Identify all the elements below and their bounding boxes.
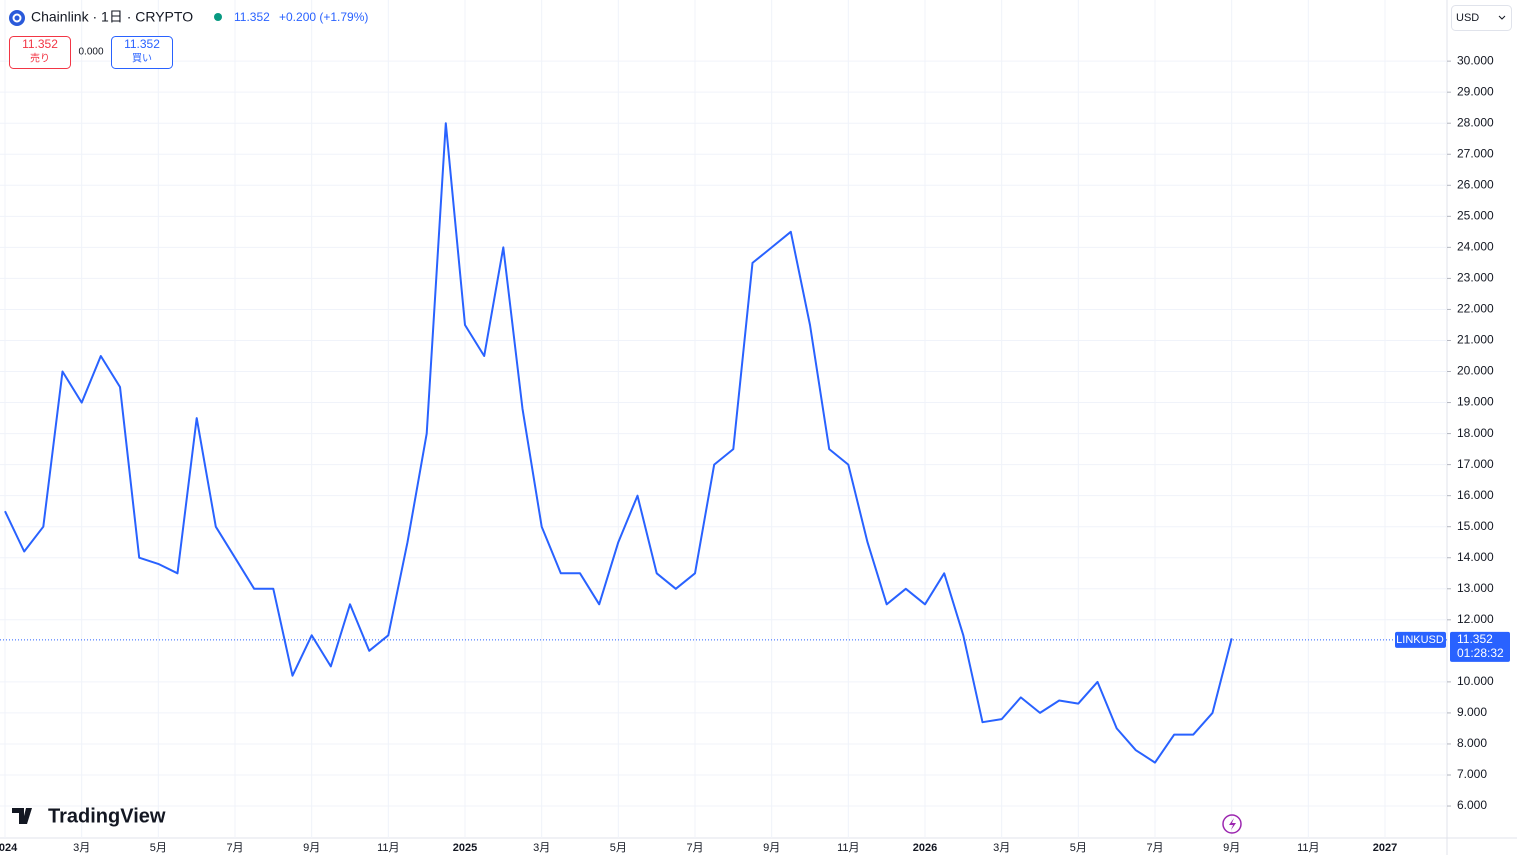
x-tick-label: 5月 (150, 842, 167, 854)
y-tick-label: 22.000 (1457, 302, 1494, 316)
buy-price: 11.352 (124, 37, 160, 51)
y-tick-label: 20.000 (1457, 364, 1494, 378)
spread: 0.000 (78, 47, 103, 58)
x-tick-label: 2026 (913, 842, 937, 854)
symbol-tag (1395, 631, 1446, 648)
buy-label: 買い (132, 53, 152, 65)
x-tick-label: 11月 (1297, 842, 1319, 854)
y-tick-label: 13.000 (1457, 581, 1494, 595)
header-price: 11.352 (234, 10, 270, 24)
brand: TradingView (48, 805, 166, 827)
x-tick-label: 9月 (763, 842, 780, 854)
y-tick-label: 25.000 (1457, 209, 1494, 223)
last-price-label: 11.352 (1457, 632, 1493, 646)
currency: USD (1456, 12, 1479, 24)
logo (9, 10, 25, 26)
x-tick-label: 11月 (837, 842, 859, 854)
y-tick-label: 18.000 (1457, 426, 1494, 440)
y-tick-label: 7.000 (1457, 767, 1487, 781)
y-tick-label: 23.000 (1457, 271, 1494, 285)
y-tick-label: 30.000 (1457, 53, 1494, 67)
y-tick-label: 15.000 (1457, 519, 1494, 533)
y-tick-label: 16.000 (1457, 488, 1494, 502)
x-tick-label: 7月 (1146, 842, 1163, 854)
plot (0, 122, 1447, 764)
sell-price: 11.352 (22, 37, 58, 51)
x-tick-label: 9月 (1223, 842, 1240, 854)
x-tick-label: 7月 (226, 842, 243, 854)
buy-button[interactable] (111, 36, 173, 69)
price-tag (1450, 631, 1510, 662)
x-tick-label: 2024 (0, 842, 18, 854)
y-tick-label: 10.000 (1457, 674, 1494, 688)
brand-logo (12, 808, 32, 824)
x-tick-label: 3月 (993, 842, 1010, 854)
x-tick-label: 5月 (1070, 842, 1087, 854)
y-tick-label: 6.000 (1457, 798, 1487, 812)
sell-button[interactable] (9, 36, 71, 69)
sell-label: 売り (30, 52, 50, 65)
status-dot (214, 13, 222, 21)
y-tick-label: 9.000 (1457, 705, 1487, 719)
y-tick-label: 28.000 (1457, 115, 1494, 129)
y-tick-label: 8.000 (1457, 736, 1487, 750)
y-tick-label: 26.000 (1457, 177, 1494, 191)
header-change: +0.200 (+1.79%) (279, 10, 368, 24)
x-tick-label: 3月 (533, 842, 550, 854)
event-bolt (1229, 818, 1236, 830)
x-tick-label: 5月 (610, 842, 627, 854)
countdown: 01:28:32 (1457, 646, 1504, 660)
currency-select[interactable] (1451, 5, 1512, 31)
grid (0, 0, 1447, 838)
x-tick-label: 3月 (73, 842, 90, 854)
y-tick-label: 29.000 (1457, 84, 1494, 98)
symbol-label: LINKUSD (1396, 634, 1444, 646)
y-tick-label: 12.000 (1457, 612, 1494, 626)
x-tick-label: 2025 (453, 842, 477, 854)
x-tick-label: 7月 (686, 842, 703, 854)
dropdown-arrow (1498, 15, 1506, 20)
x-tick-label: 11月 (377, 842, 399, 854)
y-tick-label: 17.000 (1457, 457, 1494, 471)
x-tick-label: 9月 (303, 842, 320, 854)
x-tick-label: 2027 (1373, 842, 1397, 854)
y-tick-label: 21.000 (1457, 333, 1494, 347)
price-line (4, 122, 1233, 764)
symbol-title: Chainlink · 1日 · CRYPTO (31, 9, 193, 25)
y-tick-label: 24.000 (1457, 240, 1494, 254)
y-tick-label: 14.000 (1457, 550, 1494, 564)
event-icon[interactable] (1222, 814, 1242, 834)
y-tick-label: 19.000 (1457, 395, 1494, 409)
logo-mark (12, 13, 22, 23)
y-tick-label: 27.000 (1457, 146, 1494, 160)
